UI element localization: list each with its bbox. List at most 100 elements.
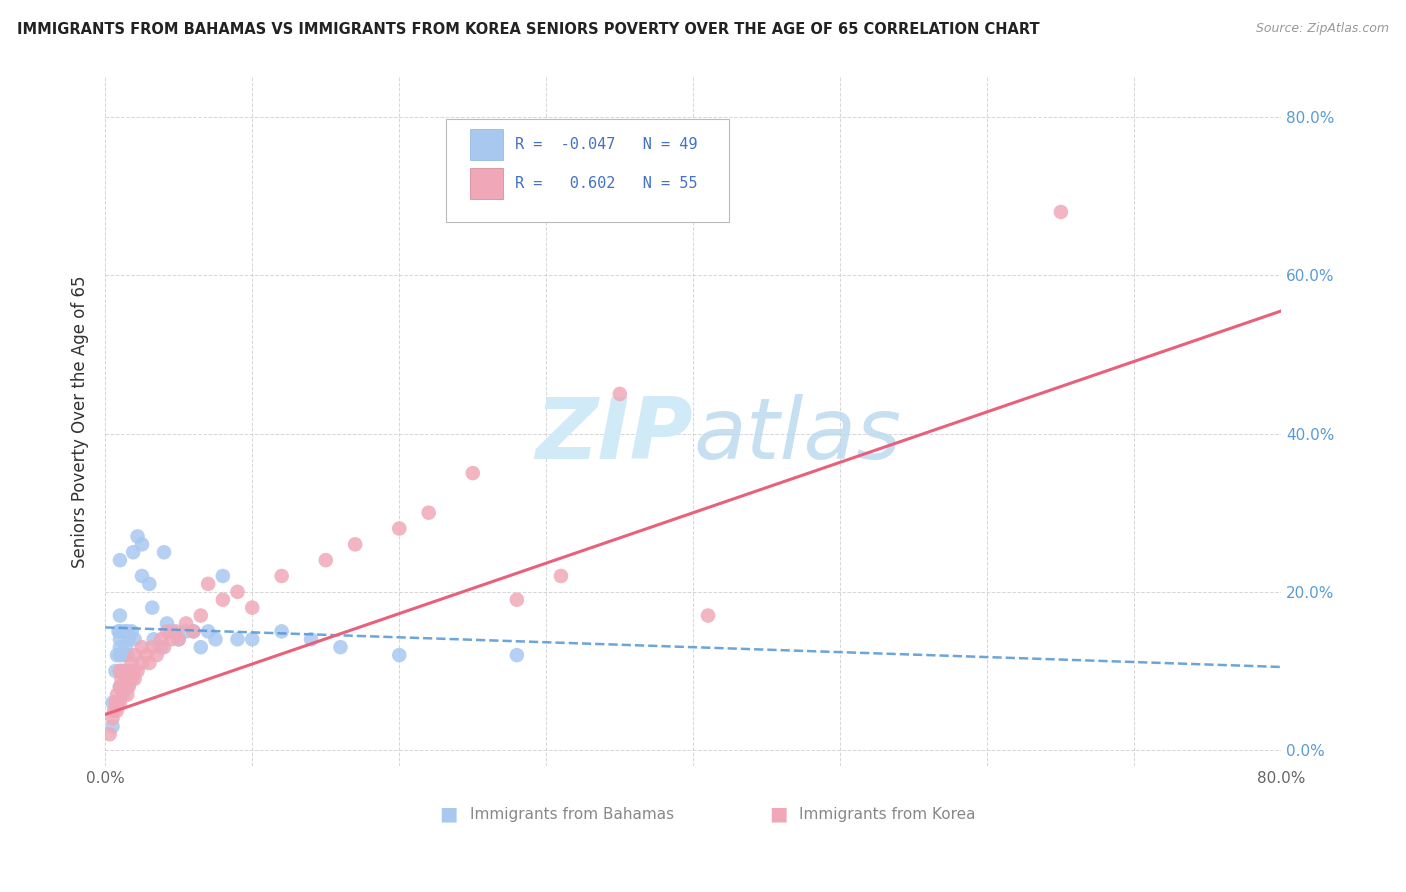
Text: IMMIGRANTS FROM BAHAMAS VS IMMIGRANTS FROM KOREA SENIORS POVERTY OVER THE AGE OF: IMMIGRANTS FROM BAHAMAS VS IMMIGRANTS FR…: [17, 22, 1039, 37]
Point: [108, 680, 131, 694]
Point: [461, 466, 484, 480]
Text: Immigrants from Korea: Immigrants from Korea: [799, 806, 976, 822]
Point: [299, 632, 322, 647]
Point: [165, 624, 187, 639]
Text: ZIP: ZIP: [536, 394, 693, 477]
Point: [240, 600, 263, 615]
Point: [127, 664, 149, 678]
Point: [108, 640, 131, 655]
Point: [418, 506, 440, 520]
Point: [124, 632, 146, 647]
Point: [138, 656, 160, 670]
Point: [101, 711, 124, 725]
Point: [105, 688, 128, 702]
Point: [98, 727, 121, 741]
Point: [550, 569, 572, 583]
Point: [226, 632, 249, 647]
Point: [160, 632, 183, 647]
Point: [121, 624, 143, 639]
Point: [110, 672, 132, 686]
Point: [153, 545, 176, 559]
Point: [226, 584, 249, 599]
Point: [107, 696, 129, 710]
Point: [122, 664, 145, 678]
Point: [105, 704, 128, 718]
Text: ■: ■: [769, 805, 787, 823]
Point: [112, 664, 135, 678]
Point: [124, 648, 146, 662]
Point: [131, 569, 153, 583]
Point: [204, 632, 226, 647]
Point: [104, 664, 127, 678]
Text: atlas: atlas: [693, 394, 901, 477]
Point: [388, 648, 411, 662]
Point: [150, 640, 173, 655]
Point: [1050, 205, 1073, 219]
Point: [240, 632, 263, 647]
Point: [108, 553, 131, 567]
Point: [121, 672, 143, 686]
Point: [329, 640, 352, 655]
Point: [104, 696, 127, 710]
Point: [111, 648, 134, 662]
Point: [197, 624, 219, 639]
Point: [153, 640, 176, 655]
Point: [609, 387, 631, 401]
Point: [156, 616, 179, 631]
Point: [211, 569, 233, 583]
Text: Immigrants from Bahamas: Immigrants from Bahamas: [470, 806, 673, 822]
Point: [315, 553, 337, 567]
Point: [160, 624, 183, 639]
Point: [183, 624, 205, 639]
Point: [117, 688, 139, 702]
Point: [105, 648, 128, 662]
Point: [156, 624, 179, 639]
Point: [131, 537, 153, 551]
Point: [117, 680, 139, 694]
Point: [114, 640, 136, 655]
FancyBboxPatch shape: [446, 119, 728, 222]
Point: [190, 640, 212, 655]
Point: [114, 672, 136, 686]
Point: [117, 672, 139, 686]
Point: [270, 569, 292, 583]
FancyBboxPatch shape: [470, 128, 503, 160]
Point: [108, 680, 131, 694]
Point: [138, 577, 160, 591]
Point: [131, 656, 153, 670]
Point: [118, 632, 141, 647]
Point: [112, 680, 135, 694]
Text: R =  -0.047   N = 49: R = -0.047 N = 49: [515, 136, 697, 152]
Point: [150, 632, 173, 647]
Point: [135, 648, 157, 662]
Point: [108, 648, 131, 662]
Point: [183, 624, 205, 639]
Point: [142, 632, 165, 647]
Point: [141, 600, 163, 615]
Point: [108, 696, 131, 710]
Point: [197, 577, 219, 591]
Point: [118, 680, 141, 694]
Point: [190, 608, 212, 623]
Point: [101, 719, 124, 733]
Text: R =   0.602   N = 55: R = 0.602 N = 55: [515, 176, 697, 191]
Point: [174, 624, 197, 639]
Point: [506, 648, 529, 662]
Point: [506, 592, 529, 607]
Point: [111, 664, 134, 678]
Point: [108, 664, 131, 678]
Point: [108, 608, 131, 623]
Point: [107, 624, 129, 639]
Point: [111, 680, 134, 694]
Point: [120, 664, 142, 678]
Point: [211, 592, 233, 607]
Point: [101, 696, 124, 710]
Point: [117, 648, 139, 662]
Point: [131, 640, 153, 655]
Point: [111, 688, 134, 702]
Point: [167, 632, 190, 647]
Point: [108, 632, 131, 647]
Text: Source: ZipAtlas.com: Source: ZipAtlas.com: [1256, 22, 1389, 36]
Point: [112, 624, 135, 639]
Point: [124, 672, 146, 686]
